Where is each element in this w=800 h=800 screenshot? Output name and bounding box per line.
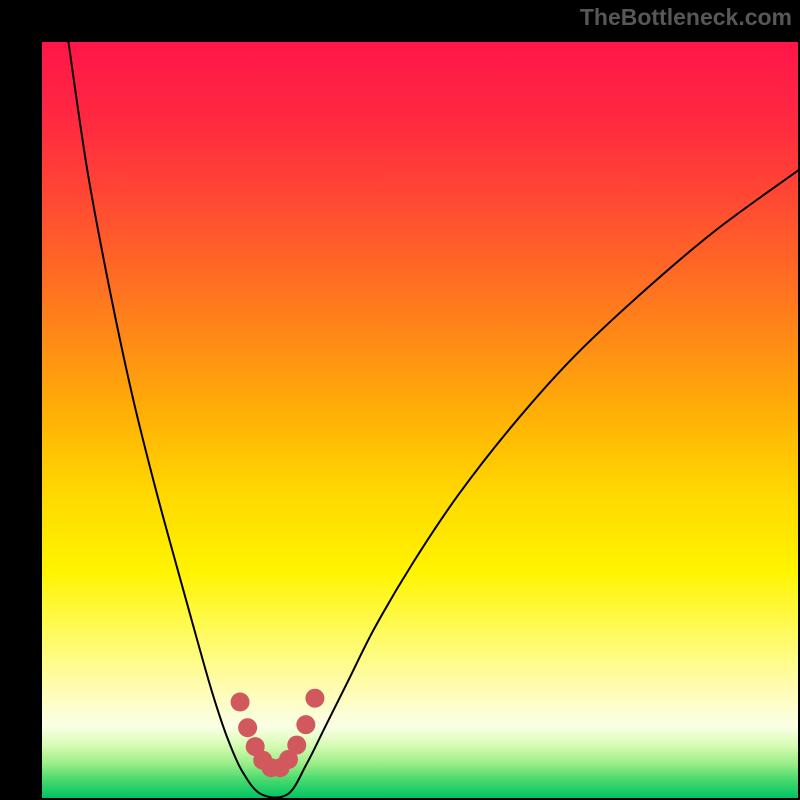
plot-area <box>42 42 798 798</box>
chart-root: TheBottleneck.com <box>0 0 800 800</box>
chart-svg <box>42 42 798 798</box>
marker-dot <box>305 689 324 708</box>
marker-dot <box>231 692 250 711</box>
watermark-text: TheBottleneck.com <box>580 4 792 31</box>
marker-dot <box>287 736 306 755</box>
plot-background <box>42 42 798 798</box>
marker-dot <box>238 718 257 737</box>
marker-dot <box>296 715 315 734</box>
